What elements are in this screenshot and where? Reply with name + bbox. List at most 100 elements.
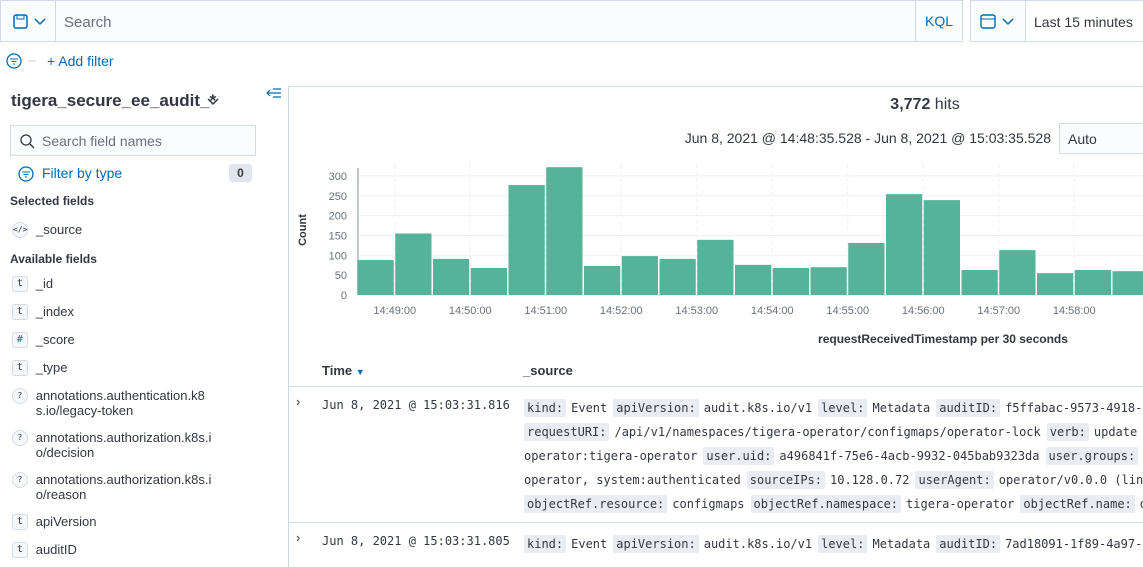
- field-item[interactable]: # _score: [12, 332, 212, 348]
- index-chevron: [205, 93, 221, 109]
- doc-value: operator:tigera-operator: [524, 449, 697, 463]
- field-item[interactable]: t_id: [12, 276, 212, 292]
- field-type-icon: t: [12, 542, 28, 558]
- filter-icon[interactable]: [4, 52, 44, 70]
- bar: [735, 265, 771, 295]
- time-column-header[interactable]: Time ▼: [322, 363, 365, 378]
- doc-key: auditID:: [936, 535, 1000, 553]
- doc-key: objectRef.name:: [1020, 495, 1134, 513]
- field-type-icon: t: [12, 304, 28, 320]
- doc-value: update: [1094, 425, 1137, 439]
- doc-value: audit.k8s.io/v1: [704, 537, 812, 551]
- bar: [433, 259, 469, 295]
- field-name: _index: [36, 304, 212, 319]
- field-type-icon: t: [12, 514, 28, 530]
- field-name: _source: [36, 222, 212, 237]
- x-tick-label: 14:52:00: [600, 305, 643, 317]
- field-item[interactable]: t _index: [12, 304, 212, 320]
- search-input[interactable]: Search: [55, 0, 916, 42]
- doc-value: a496841f-75e6-4acb-9932-045bab9323da: [779, 449, 1039, 463]
- bar: [660, 259, 696, 295]
- doc-value: Event: [571, 401, 607, 415]
- doc-key: auditID:: [936, 399, 1000, 417]
- field-name: auditID: [36, 542, 212, 557]
- doc-time: Jun 8, 2021 @ 15:03:31.805: [322, 534, 510, 548]
- field-name: _score: [36, 332, 212, 347]
- language-switch[interactable]: KQL: [915, 0, 963, 42]
- x-tick-label: 14:50:00: [449, 305, 492, 317]
- hits-count: 3,772: [890, 96, 930, 113]
- x-tick-label: 14:49:00: [373, 305, 416, 317]
- doc-key: user.uid:: [703, 447, 774, 465]
- doc-value: Event: [571, 537, 607, 551]
- filter-count: 0: [229, 164, 252, 182]
- field-name: _id: [36, 276, 212, 291]
- doc-value: configmaps: [672, 497, 744, 511]
- doc-value: /api/v1/namespaces/tigera-operator/confi…: [614, 425, 1040, 439]
- index-pattern[interactable]: tigera_secure_ee_audit_*: [11, 91, 216, 111]
- search-icon: [19, 133, 35, 149]
- date-picker[interactable]: Last 15 minutes: [1025, 0, 1143, 42]
- field-item[interactable]: </> _source: [12, 222, 212, 238]
- field-item[interactable]: t auditID: [12, 542, 212, 558]
- doc-key: userAgent:: [915, 471, 993, 489]
- doc-value: tigera-operator: [906, 497, 1014, 511]
- y-tick-label: 100: [329, 250, 347, 262]
- y-axis-label: Count: [297, 214, 309, 246]
- row-divider: [289, 522, 1143, 523]
- filter-by-type[interactable]: Filter by type: [42, 165, 122, 181]
- x-tick-label: 14:54:00: [751, 305, 794, 317]
- bar: [773, 268, 809, 295]
- x-tick-label: 14:51:00: [524, 305, 567, 317]
- doc-line: operator:tigera-operator user.uid: a496841…: [524, 449, 1143, 463]
- bar: [622, 256, 658, 295]
- doc-value: f5ffabac-9573-4918-a: [1005, 401, 1143, 415]
- doc-value: audit.k8s.io/v1: [704, 401, 812, 415]
- expand-toggle[interactable]: ›: [296, 394, 300, 409]
- date-quick-menu[interactable]: [970, 0, 1026, 42]
- save-menu[interactable]: [0, 0, 56, 42]
- add-filter[interactable]: + Add filter: [47, 53, 114, 69]
- field-search[interactable]: Search field names: [10, 125, 256, 156]
- doc-value: Metadata: [872, 537, 930, 551]
- expand-toggle[interactable]: ›: [296, 530, 300, 545]
- results-time-range: Jun 8, 2021 @ 14:48:35.528 - Jun 8, 2021…: [685, 130, 1051, 146]
- x-tick-label: 14:55:00: [826, 305, 869, 317]
- bar: [471, 268, 507, 295]
- interval-select[interactable]: Auto: [1059, 123, 1143, 154]
- doc-value: operator, system:authenticated: [524, 473, 741, 487]
- row-divider: [289, 386, 1143, 387]
- bar: [395, 233, 431, 295]
- doc-key: user.groups:: [1046, 447, 1139, 465]
- field-item[interactable]: ?annotations.authentication.k8s.io/legac…: [12, 388, 212, 418]
- field-item[interactable]: ?annotations.authorization.k8s.io/decisi…: [12, 430, 212, 460]
- time-range: Last 15 minutes: [1034, 14, 1133, 30]
- field-item[interactable]: t_type: [12, 360, 212, 376]
- doc-key: kind:: [524, 399, 566, 417]
- x-tick-label: 14:58:00: [1053, 305, 1096, 317]
- time-column-label: Time: [322, 363, 352, 378]
- doc-key: apiVersion:: [613, 535, 698, 553]
- y-tick-label: 250: [329, 191, 347, 203]
- calendar-icon: [971, 1, 1027, 43]
- field-name: annotations.authorization.k8s.io/decisio…: [36, 430, 212, 460]
- hits-label: hits: [935, 96, 960, 113]
- doc-key: requestURI:: [524, 423, 609, 441]
- field-type-icon: ?: [12, 472, 28, 488]
- doc-key: level:: [818, 535, 867, 553]
- bar: [962, 270, 998, 295]
- bar: [886, 194, 922, 295]
- doc-key: objectRef.namespace:: [751, 495, 902, 513]
- field-type-icon: #: [12, 332, 28, 348]
- available-fields-heading: Available fields: [10, 252, 97, 266]
- field-item[interactable]: ?annotations.authorization.k8s.io/reason: [12, 472, 212, 502]
- collapse-sidebar[interactable]: [264, 86, 284, 102]
- doc-value: 7ad18091-1f89-4a97-9: [1005, 537, 1143, 551]
- field-type-icon: </>: [12, 222, 28, 238]
- field-type-icon: ?: [12, 388, 28, 404]
- bar: [1113, 271, 1143, 295]
- save-icon: [1, 1, 57, 43]
